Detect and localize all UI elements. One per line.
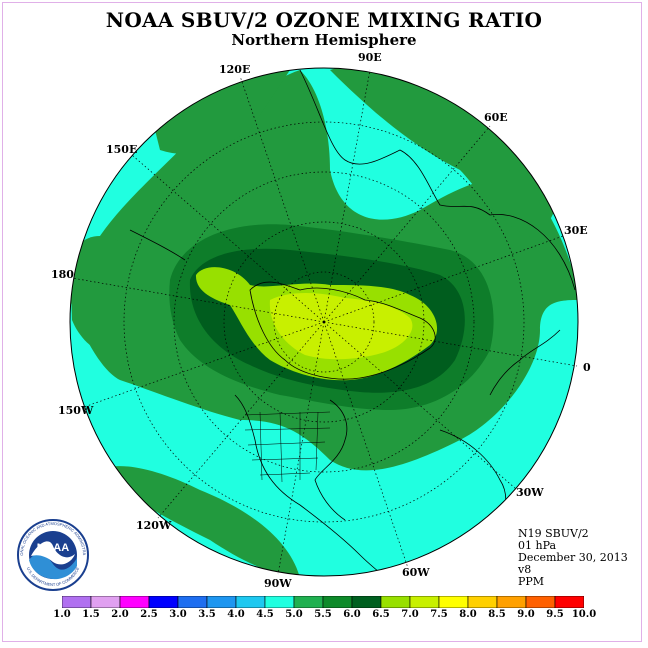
lon-label-30w: 30W	[516, 486, 544, 499]
coast-north-america-west	[234, 394, 401, 576]
colorbar-tick-label: 9.0	[517, 609, 535, 620]
colorbar-tick-label: 7.0	[401, 609, 419, 620]
colorbar-swatch	[293, 596, 324, 608]
meridians	[71, 69, 578, 575]
noaa-logo: NOAA NATIONAL OCEANIC AND ATMOSPHERIC AD…	[16, 518, 89, 591]
info-block: N19 SBUV/2 01 hPa December 30, 2013 v8 P…	[518, 528, 628, 588]
logo-text: NOAA	[37, 542, 69, 554]
colorbar-tick-label: 6.0	[343, 609, 361, 620]
coastlines	[129, 69, 576, 576]
meridian-150w	[83, 321, 325, 408]
coast-europe	[489, 329, 561, 396]
lat-circle-70	[223, 221, 425, 423]
info-version: v8	[518, 563, 532, 576]
lon-label-150e: 150E	[106, 143, 138, 156]
lon-label-120w: 120W	[136, 519, 172, 532]
colorbar-tick-label: 2.0	[111, 609, 129, 620]
colorbar-tick-label: 3.5	[198, 609, 216, 620]
meridian-180	[71, 277, 325, 323]
colorbar-swatch	[119, 596, 150, 608]
ozone-field	[70, 68, 578, 576]
colorbar-swatch	[438, 596, 469, 608]
lon-label-90e: 90E	[358, 51, 382, 64]
map-subtitle: Northern Hemisphere	[231, 31, 417, 49]
colorbar-swatch	[380, 596, 411, 608]
field-green-left-lobe	[70, 236, 135, 353]
lon-label-150w: 150W	[58, 404, 94, 417]
info-level: 01 hPa	[518, 539, 557, 552]
us-state-cols	[259, 411, 319, 483]
meridian-90w	[277, 321, 325, 575]
lon-label-180: 180	[51, 268, 74, 281]
colorbar-swatch	[409, 596, 440, 608]
logo-wave	[29, 553, 77, 580]
colorbar-swatch	[467, 596, 498, 608]
lon-label-60w: 60W	[402, 566, 430, 579]
field-lime	[269, 293, 413, 360]
colorbar-swatch	[525, 596, 556, 608]
colorbar-swatch	[264, 596, 295, 608]
meridian-90e	[323, 69, 371, 323]
colorbar-tick-label: 4.0	[227, 609, 245, 620]
info-instrument: N19 SBUV/2	[518, 527, 589, 540]
colorbar-tick-label: 7.5	[430, 609, 448, 620]
info-units: PPM	[518, 575, 545, 588]
colorbar-tick-label: 1.0	[53, 609, 71, 620]
lat-circle-80	[273, 271, 375, 373]
logo-bird	[31, 541, 75, 565]
us-state-rows	[244, 411, 331, 476]
colorbar-swatch	[351, 596, 382, 608]
colorbar-tick-label: 1.5	[82, 609, 100, 620]
colorbar-tick-label: 5.0	[285, 609, 303, 620]
meridian-0	[323, 321, 578, 367]
lat-circle-60	[173, 171, 475, 473]
colorbar-tick-label: 3.0	[169, 609, 187, 620]
info-date: December 30, 2013	[518, 551, 628, 564]
coast-north-america-east	[314, 399, 348, 521]
latitude-circles	[123, 121, 525, 523]
lon-label-90w: 90W	[264, 577, 292, 590]
colorbar-tick-label: 10.0	[571, 609, 597, 620]
colorbar-swatch	[554, 596, 584, 608]
colorbar-tick-label: 2.5	[140, 609, 158, 620]
colorbar-swatch	[62, 596, 92, 608]
colorbar-swatch	[235, 596, 266, 608]
us-state-lines	[244, 411, 331, 483]
colorbar-tick-label: 6.5	[372, 609, 390, 620]
colorbar-swatch	[148, 596, 179, 608]
colorbar-tick-label: 4.5	[256, 609, 274, 620]
field-green-topleft	[150, 70, 290, 154]
meridian-150e	[131, 154, 325, 323]
colorbar-swatch	[177, 596, 208, 608]
colorbar-tick-label: 8.0	[459, 609, 477, 620]
map-boundary	[69, 67, 579, 577]
lat-circle-50	[123, 121, 525, 523]
meridian-120w	[157, 321, 325, 519]
colorbar-tick-label: 9.5	[546, 609, 564, 620]
colorbar	[62, 596, 584, 608]
lon-label-30e: 30E	[564, 224, 588, 237]
colorbar-swatch	[496, 596, 527, 608]
colorbar-swatch	[322, 596, 353, 608]
map-title: NOAA SBUV/2 OZONE MIXING RATIO	[105, 8, 543, 32]
lon-label-0: 0	[583, 361, 591, 374]
lon-label-60e: 60E	[484, 111, 508, 124]
colorbar-tick-label: 8.5	[488, 609, 506, 620]
meridian-30w	[323, 321, 517, 490]
lon-label-120e: 120E	[219, 63, 251, 76]
meridian-60e	[323, 125, 491, 323]
colorbar-swatch	[90, 596, 121, 608]
field-green-upper	[330, 68, 560, 240]
field-green-bottomleft	[100, 466, 300, 576]
coast-eurasia-north	[299, 69, 576, 291]
meridian-60w	[323, 321, 409, 569]
meridian-120e	[239, 75, 325, 323]
coast-east-asia	[129, 229, 186, 261]
colorbar-tick-label: 5.5	[314, 609, 332, 620]
colorbar-swatch	[206, 596, 237, 608]
